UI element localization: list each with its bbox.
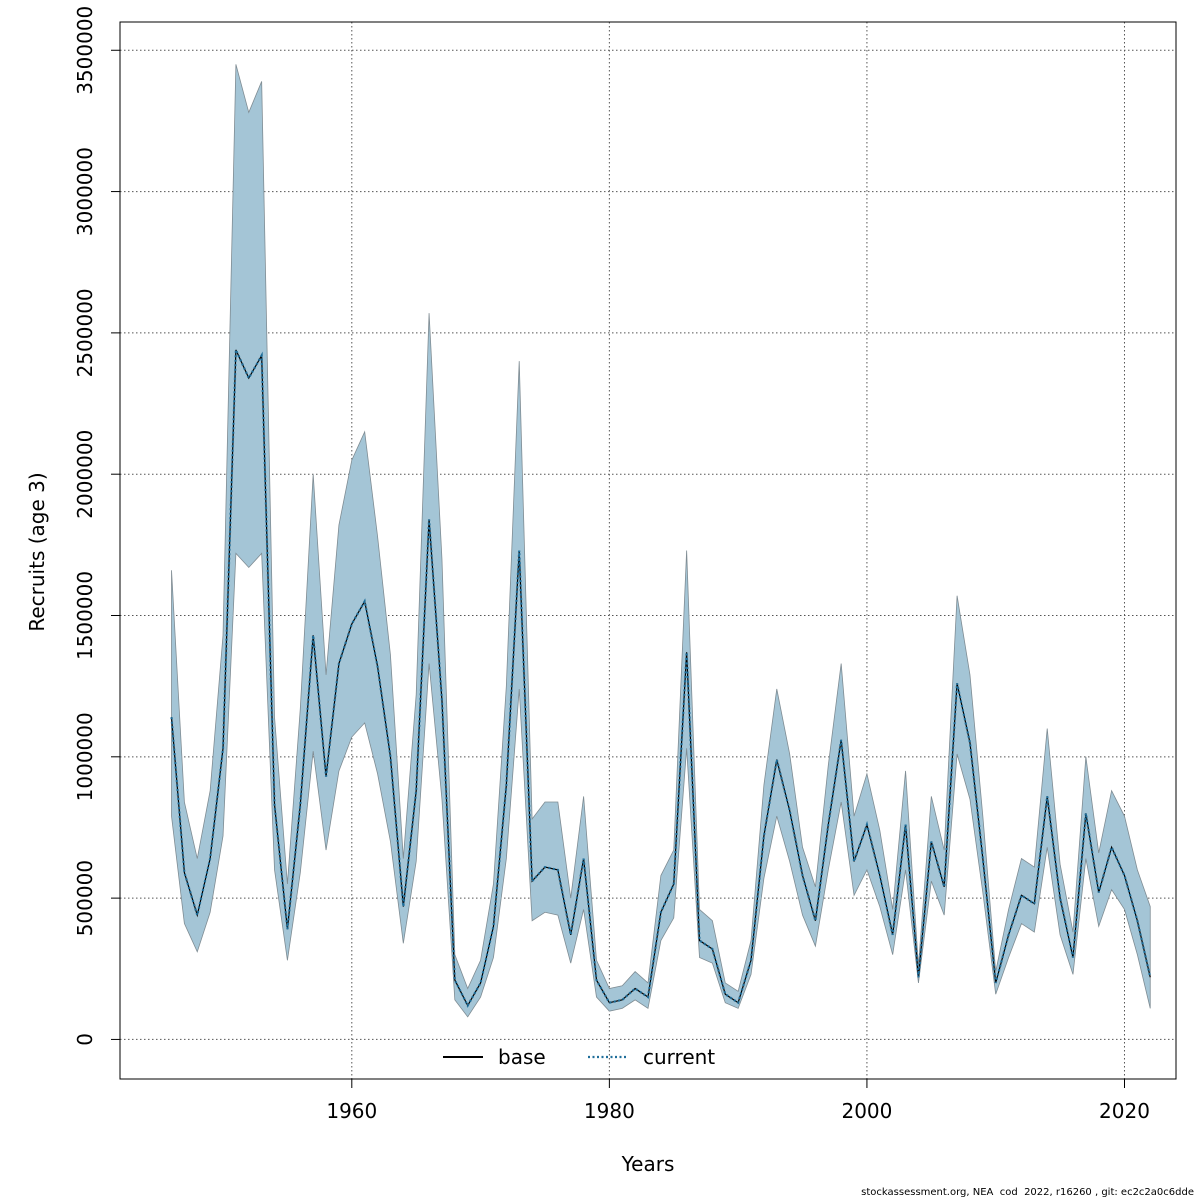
y-tick-label: 2500000 [73,288,97,377]
x-tick-label: 2020 [1099,1099,1150,1123]
x-axis-title: Years [621,1152,675,1176]
legend-label-base: base [498,1045,546,1069]
confidence-band-layer [171,64,1151,1018]
y-tick-label: 3500000 [73,6,97,95]
y-tick-label: 500000 [73,860,97,936]
x-tick-label: 1980 [584,1099,635,1123]
y-tick-label: 1500000 [73,571,97,660]
x-tick-label: 1960 [326,1099,377,1123]
x-tick-label: 2000 [841,1099,892,1123]
y-tick-label: 0 [73,1033,97,1046]
y-tick-label: 2000000 [73,430,97,519]
footer-note: stockassessment.org, NEA cod 2022, r1626… [861,1187,1194,1198]
legend: base current [443,1045,715,1069]
y-axis-title: Recruits (age 3) [25,472,49,631]
series-lines [170,349,1152,1008]
plot-frame [119,21,1177,1080]
y-tick-label: 3000000 [73,147,97,236]
y-axis: 0 500000 1000000 1500000 2000000 2500000 30000… [73,6,120,1046]
confidence-band [171,64,1151,1018]
y-tick-label: 1000000 [73,712,97,801]
x-axis: 1960 1980 2000 2020 [326,1079,1150,1123]
legend-label-current: current [643,1045,715,1069]
series-line-current [170,349,1152,1008]
